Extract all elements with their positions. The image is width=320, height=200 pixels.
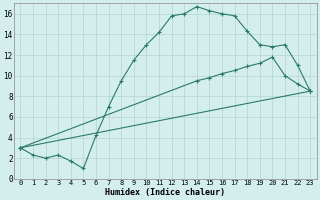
X-axis label: Humidex (Indice chaleur): Humidex (Indice chaleur) bbox=[105, 188, 225, 197]
